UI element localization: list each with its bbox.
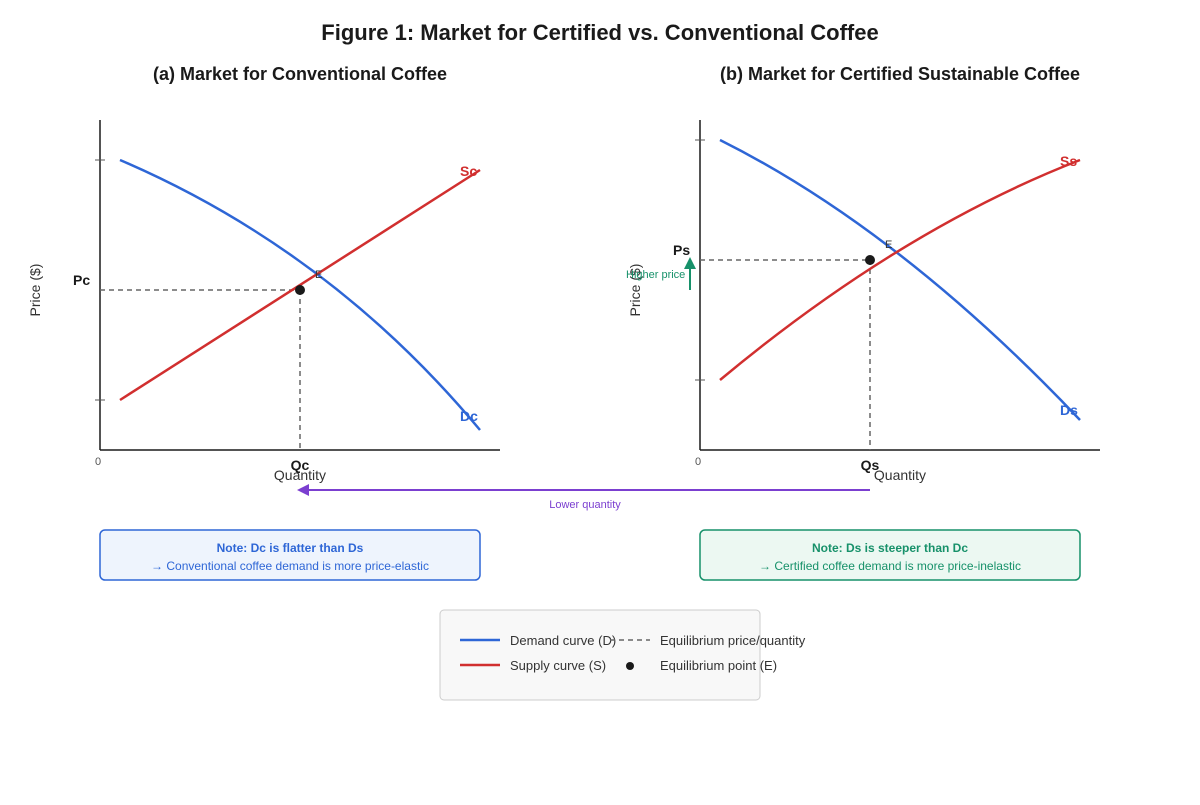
- legend-demand-label: Demand curve (D): [510, 633, 616, 648]
- panel-b-xlabel: Quantity: [874, 467, 926, 483]
- note-conventional-title: Note: Dc is flatter than Ds: [217, 541, 364, 555]
- panel-a-demand-curve: [119, 158, 481, 431]
- panel-a-xlabel: Quantity: [274, 467, 326, 483]
- lower-quantity-label: Lower quantity: [549, 499, 621, 511]
- panel-b-supply-curve: [719, 158, 1081, 381]
- panel-a-ylabel: Price ($): [27, 264, 43, 317]
- note-certified-box: [699, 529, 1081, 581]
- panel-a-equilibrium-label: E: [315, 269, 322, 281]
- panel-certified: (b) Market for Certified Sustainable Cof…: [626, 64, 1100, 483]
- panel-b-demand-label: Ds: [1060, 402, 1078, 418]
- panel-a-supply-label: Sc: [460, 163, 477, 179]
- note-conventional-box: [99, 529, 481, 581]
- panel-a-origin: 0: [95, 456, 101, 468]
- panel-b-equilibrium-label: E: [885, 239, 892, 251]
- higher-price-label: Higher price: [626, 269, 685, 281]
- panel-b-supply-label: Ss: [1060, 153, 1077, 169]
- note-certified-body: → Certified coffee demand is more price-…: [759, 559, 1021, 573]
- lower-quantity-arrowhead-icon: [297, 484, 309, 496]
- legend-box: [439, 609, 761, 701]
- lower-quantity-indicator: Lower quantity: [297, 484, 870, 511]
- panel-b-quantity-label: Qs: [861, 457, 880, 473]
- legend-point-label: Equilibrium point (E): [660, 658, 777, 673]
- note-certified: Note: Ds is steeper than Dc → Certified …: [699, 529, 1081, 581]
- note-conventional-body: → Conventional coffee demand is more pri…: [151, 559, 429, 573]
- panel-a-price-label: Pc: [73, 272, 90, 288]
- panel-b-equilibrium-point: [865, 255, 875, 265]
- legend-point-swatch: [626, 662, 634, 670]
- panel-conventional: (a) Market for Conventional Coffee Price…: [27, 64, 500, 483]
- panel-a-demand-label: Dc: [460, 408, 478, 424]
- panel-b-price-label: Ps: [673, 242, 690, 258]
- panel-b-demand-curve: [719, 138, 1081, 421]
- higher-price-arrow-icon: [684, 257, 696, 269]
- legend-supply-label: Supply curve (S): [510, 658, 606, 673]
- panel-b-origin: 0: [695, 456, 701, 468]
- note-conventional: Note: Dc is flatter than Ds → Convention…: [99, 529, 481, 581]
- legend: Demand curve (D) Supply curve (S) Equili…: [439, 609, 806, 701]
- legend-dashed-label: Equilibrium price/quantity: [660, 633, 806, 648]
- note-certified-title: Note: Ds is steeper than Dc: [812, 541, 968, 555]
- panel-a-quantity-label: Qc: [291, 457, 310, 473]
- panel-a-title: (a) Market for Conventional Coffee: [153, 64, 447, 84]
- figure-title: Figure 1: Market for Certified vs. Conve…: [321, 20, 878, 45]
- panel-a-equilibrium-point: [295, 285, 305, 295]
- panel-b-title: (b) Market for Certified Sustainable Cof…: [720, 64, 1080, 84]
- panel-b-ylabel: Price ($): [627, 264, 643, 317]
